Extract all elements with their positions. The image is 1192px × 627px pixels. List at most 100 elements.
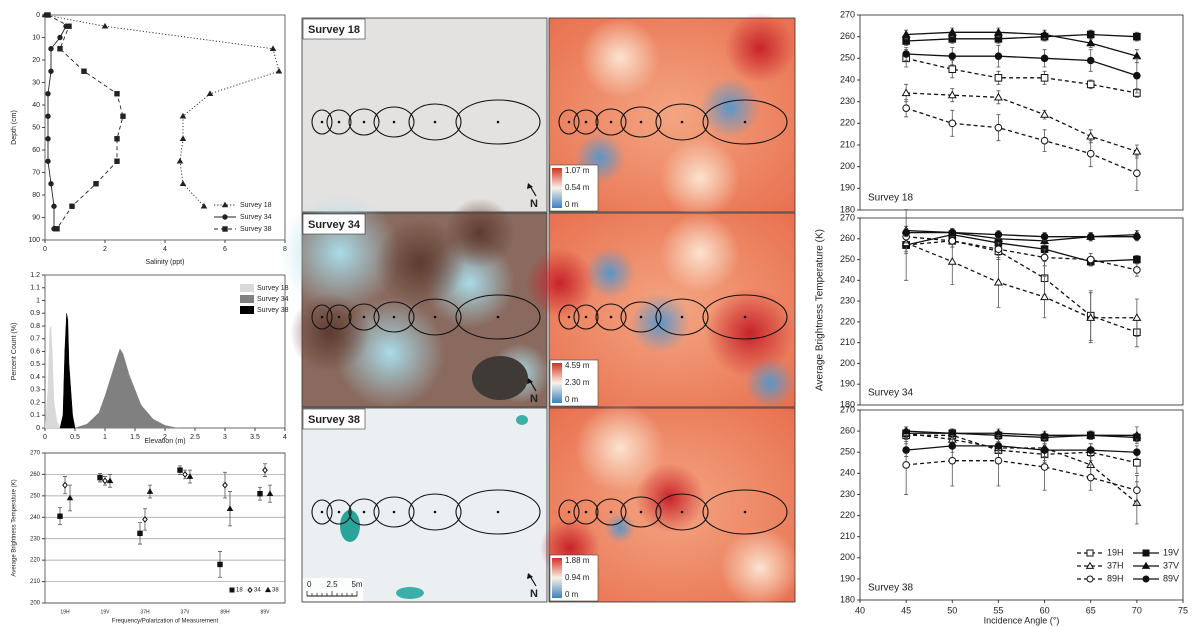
marker (46, 13, 50, 17)
melt-pond (472, 356, 528, 400)
marker (263, 468, 267, 473)
y-tick-label: 210 (30, 579, 41, 585)
x-tick-label: 75 (1178, 605, 1188, 615)
footprint-center (338, 121, 341, 124)
footprint-center (497, 121, 500, 124)
series-line (906, 446, 1137, 452)
series-line (906, 435, 1137, 462)
marker (266, 588, 270, 592)
elevation-blob (700, 78, 760, 138)
area (60, 313, 75, 428)
x-tick-label: 60 (1040, 605, 1050, 615)
marker (108, 478, 113, 482)
series-line (906, 58, 1137, 93)
marker (49, 69, 53, 73)
marker (181, 181, 186, 185)
legend-label: 37H (1107, 560, 1124, 570)
x-tick-label: 70 (1132, 605, 1142, 615)
x-tick-label: 0.5 (70, 434, 80, 441)
y-tick-label: 240 (840, 74, 855, 84)
footprint-center (681, 511, 684, 514)
marker (228, 506, 233, 510)
marker (94, 182, 98, 186)
marker (67, 24, 71, 28)
marker (1134, 267, 1141, 274)
footprint-center (568, 121, 571, 124)
legend-swatch (240, 306, 254, 314)
footprint-center (363, 316, 366, 319)
marker (1143, 576, 1149, 582)
marker (181, 136, 186, 140)
y-tick-label: 1 (36, 297, 40, 304)
x-tick-label: 19H (60, 609, 70, 615)
marker (1134, 256, 1141, 263)
y-tick-label: 260 (840, 233, 855, 243)
x-axis-label: Elevation (m) (144, 438, 185, 445)
marker (995, 53, 1002, 60)
y-tick-label: 0.7 (30, 336, 40, 343)
marker (1087, 81, 1094, 88)
marker (103, 478, 107, 483)
image-panel (302, 18, 547, 212)
series-line (906, 54, 1137, 76)
series-line (906, 433, 1137, 503)
marker (55, 227, 59, 231)
colorbar (552, 558, 562, 598)
colorbar-label: 0.54 m (565, 183, 590, 192)
legend-label: 19H (1107, 547, 1124, 557)
x-tick-label: 2 (103, 246, 107, 253)
marker (995, 443, 1002, 450)
melt-pond (516, 415, 528, 425)
x-tick-label: 0 (43, 434, 47, 441)
colorbar-label: 1.88 m (565, 556, 590, 565)
y-tick-label: 0.9 (30, 310, 40, 317)
area (45, 326, 60, 428)
marker (1041, 233, 1048, 240)
elevation-blob (660, 138, 740, 218)
y-tick-label: 230 (840, 295, 855, 305)
y-tick-label: 200 (840, 161, 855, 171)
marker (949, 238, 956, 245)
marker (1041, 55, 1048, 62)
x-tick-label: 55 (993, 605, 1003, 615)
scale-label: 5m (351, 580, 362, 589)
colorbar-label: 1.07 m (565, 166, 590, 175)
marker (1133, 314, 1140, 320)
marker (1134, 487, 1141, 494)
elevation-blob (745, 358, 795, 408)
x-tick-label: 3.5 (250, 434, 260, 441)
panel-label: Survey 34 (308, 219, 361, 231)
series-line (48, 26, 66, 229)
footprint-center (610, 511, 613, 514)
y-tick-label: 220 (840, 510, 855, 520)
footprint-center (393, 316, 396, 319)
marker (1134, 170, 1141, 177)
series-line (906, 35, 1137, 42)
footprint-center (585, 511, 588, 514)
marker (218, 562, 222, 566)
y-tick-label: 230 (840, 96, 855, 106)
marker (115, 159, 119, 163)
marker (148, 489, 153, 493)
marker (1087, 256, 1094, 263)
marker (1134, 233, 1141, 240)
marker (70, 204, 74, 208)
x-tick-label: 6 (223, 246, 227, 253)
elevation-blob (605, 513, 635, 543)
scale-label: 2.5 (326, 580, 338, 589)
series-line (906, 93, 1137, 152)
marker (1041, 254, 1048, 261)
x-tick-label: 4 (163, 246, 167, 253)
y-tick-label: 100 (28, 237, 40, 244)
marker (1087, 150, 1094, 157)
marker (49, 47, 53, 51)
melt-pond (340, 510, 360, 542)
y-tick-label: 80 (32, 192, 40, 199)
marker (903, 447, 910, 454)
y-tick-label: 220 (840, 316, 855, 326)
x-tick-label: 65 (1086, 605, 1096, 615)
footprint-center (338, 511, 341, 514)
y-tick-label: 0.4 (30, 374, 40, 381)
panel-title: Survey 38 (868, 583, 913, 594)
series-line (906, 32, 1137, 56)
